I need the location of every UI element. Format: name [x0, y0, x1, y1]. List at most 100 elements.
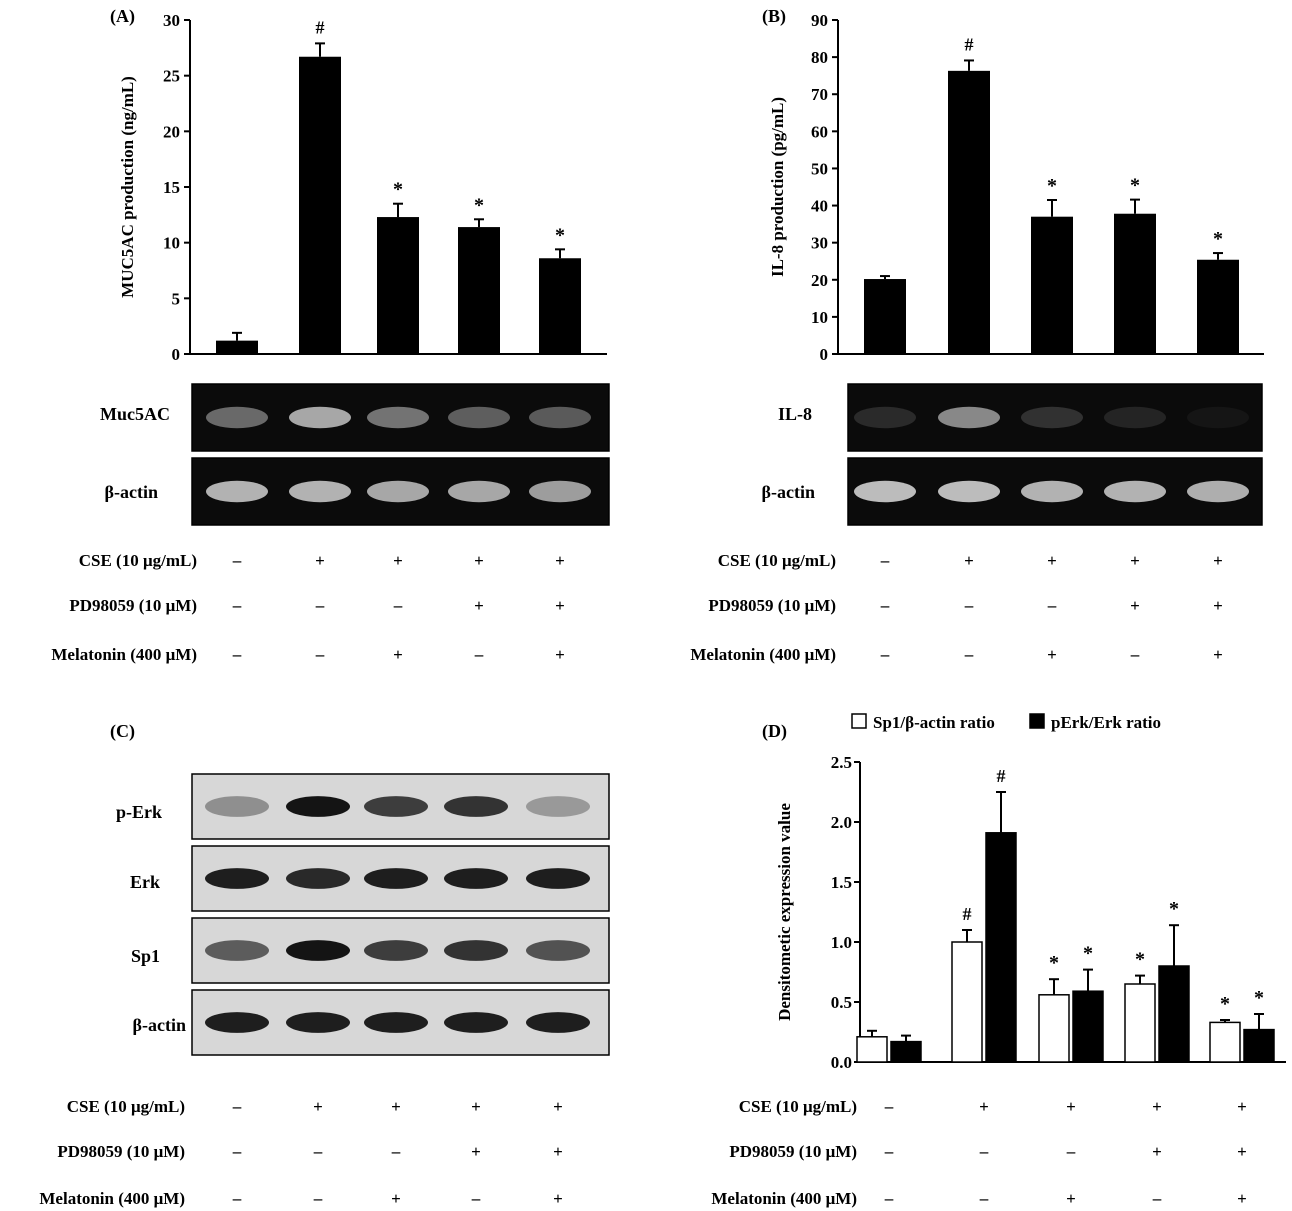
significance-mark: * — [393, 179, 403, 201]
treatment-sign: + — [474, 551, 484, 570]
blot-erk — [191, 845, 610, 912]
significance-mark: * — [1049, 952, 1059, 974]
bar — [539, 258, 581, 354]
treatment-sign: – — [979, 1142, 989, 1161]
bar-perk — [1158, 965, 1190, 1063]
significance-mark: # — [965, 34, 974, 54]
gel-actin-b — [847, 457, 1263, 526]
band — [286, 1012, 350, 1033]
y-tick-label: 40 — [811, 197, 828, 216]
treatment-sign: + — [1213, 645, 1223, 664]
treatment-label: PD98059 (10 μM) — [729, 1142, 857, 1161]
y-tick-label: 30 — [811, 234, 828, 253]
band — [1104, 480, 1166, 503]
band — [526, 796, 590, 817]
treatment-sign: – — [232, 596, 242, 615]
treatment-sign: + — [1047, 551, 1057, 570]
bar-perk — [1072, 990, 1104, 1063]
bar — [864, 279, 906, 354]
significance-mark: * — [1083, 943, 1093, 965]
treatment-sign: – — [1066, 1142, 1076, 1161]
bar-perk — [985, 832, 1017, 1063]
band — [854, 406, 916, 429]
band — [444, 868, 508, 889]
significance-mark: * — [1135, 949, 1145, 971]
treatment-sign: – — [964, 596, 974, 615]
treatment-sign: – — [391, 1142, 401, 1161]
y-tick-label: 0 — [820, 345, 829, 364]
treatment-sign: + — [1213, 551, 1223, 570]
y-tick-label: 10 — [163, 234, 180, 253]
treatment-sign: – — [232, 1142, 242, 1161]
bar-sp1 — [856, 1036, 888, 1063]
treatment-label: PD98059 (10 μM) — [57, 1142, 185, 1161]
band — [286, 940, 350, 961]
band — [205, 796, 269, 817]
band — [205, 940, 269, 961]
treatment-sign: – — [1047, 596, 1057, 615]
legend-swatch — [1029, 713, 1045, 729]
gel-label: Sp1 — [131, 946, 160, 966]
treatment-sign: – — [315, 645, 325, 664]
gel-muc5ac — [191, 383, 610, 452]
gel-il8 — [847, 383, 1263, 452]
bar-sp1 — [951, 941, 983, 1063]
band — [205, 1012, 269, 1033]
treatment-label: CSE (10 μg/mL) — [67, 1097, 185, 1116]
treatment-table: CSE (10 μg/mL) – + + + + PD98059 (10 μM) – – – + + M… — [51, 551, 564, 664]
treatment-sign: + — [471, 1142, 481, 1161]
significance-mark: * — [1169, 898, 1179, 920]
band — [526, 940, 590, 961]
significance-mark: * — [1047, 175, 1057, 197]
panel-label-d: (D) — [762, 721, 787, 742]
band — [1021, 406, 1083, 429]
significance-mark: # — [963, 904, 972, 924]
treatment-sign: – — [232, 1189, 242, 1208]
y-axis-label: IL-8 production (pg/mL) — [768, 97, 787, 277]
chart-a: 0 5 10 15 20 25 30 MUC5AC production (ng/mL) # * *… — [118, 11, 607, 364]
treatment-sign: – — [232, 1097, 242, 1116]
band — [1187, 480, 1249, 503]
bar — [948, 70, 990, 354]
treatment-sign: – — [313, 1142, 323, 1161]
panel-label-c: (C) — [110, 721, 135, 742]
chart-b: 0 10 20 30 40 50 60 70 80 90 IL-8 production (pg/m… — [768, 11, 1264, 364]
band — [364, 868, 428, 889]
treatment-sign: – — [313, 1189, 323, 1208]
treatment-label: PD98059 (10 μM) — [69, 596, 197, 615]
bar-sp1 — [1209, 1021, 1241, 1063]
treatment-sign: + — [553, 1142, 563, 1161]
treatment-table: CSE (10 μg/mL) – + + + + PD98059 (10 μM) – – – + + M… — [690, 551, 1222, 664]
treatment-sign: – — [884, 1142, 894, 1161]
bar — [377, 217, 419, 354]
treatment-table: CSE (10 μg/mL) – + + + + PD98059 (10 μM) – – – + + M… — [39, 1097, 562, 1208]
y-tick-label: 30 — [163, 11, 180, 30]
bar-sp1 — [1124, 983, 1156, 1063]
treatment-sign: + — [1066, 1097, 1076, 1116]
chart-d: 0.0 0.5 1.0 1.5 2.0 2.5 Densitometic expressio… — [775, 713, 1286, 1072]
band — [1187, 406, 1249, 429]
significance-mark: * — [1130, 175, 1140, 197]
blot-actin-c — [191, 989, 610, 1056]
band — [206, 480, 268, 503]
bar — [1031, 216, 1073, 354]
y-tick-label: 20 — [811, 271, 828, 290]
legend-label: Sp1/β-actin ratio — [873, 713, 995, 732]
panel-label-a: (A) — [110, 6, 135, 27]
blot-sp1 — [191, 917, 610, 984]
significance-mark: * — [555, 224, 565, 246]
treatment-sign: + — [1130, 596, 1140, 615]
bar — [299, 56, 341, 355]
y-tick-label: 2.5 — [831, 753, 852, 772]
band — [448, 480, 510, 503]
treatment-sign: + — [555, 596, 565, 615]
treatment-sign: + — [315, 551, 325, 570]
significance-mark: * — [1220, 993, 1230, 1015]
treatment-sign: + — [1047, 645, 1057, 664]
gel-label: p-Erk — [116, 802, 162, 822]
band — [448, 406, 510, 429]
y-tick-label: 0 — [172, 345, 181, 364]
y-tick-label: 50 — [811, 159, 828, 178]
band — [1021, 480, 1083, 503]
